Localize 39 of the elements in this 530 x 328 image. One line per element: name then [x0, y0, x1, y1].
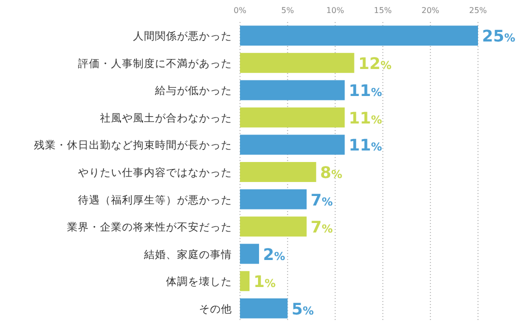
bar: [240, 298, 288, 318]
data-label: 7%: [310, 218, 333, 237]
y-tick-label: 社風や風土が合わなかった: [100, 111, 232, 124]
x-tick-label: 25%: [469, 6, 488, 15]
x-tick-label: 0%: [234, 6, 247, 15]
bar: [240, 107, 345, 128]
x-tick-label: 5%: [281, 6, 294, 15]
y-tick-label: 待遇（福利厚生等）が悪かった: [78, 193, 232, 206]
bar: [240, 162, 316, 182]
data-label: 12%: [358, 54, 392, 73]
data-label: 1%: [254, 272, 276, 292]
x-tick-label: 15%: [374, 6, 392, 15]
y-tick-label: 給与が低かった: [154, 84, 232, 98]
bar: [240, 134, 345, 155]
bar: [240, 271, 250, 292]
bar: [240, 26, 478, 46]
x-tick-label: 20%: [422, 6, 440, 15]
data-label: 8%: [320, 163, 342, 182]
bar: [240, 52, 354, 73]
y-tick-label: 残業・休日出勤など拘束時間が長かった: [34, 138, 232, 152]
bar: [240, 80, 345, 100]
y-tick-label: 人間関係が悪かった: [133, 30, 232, 43]
y-tick-label: 業界・企業の将来性が不安だった: [67, 220, 232, 234]
data-label: 11%: [348, 81, 382, 100]
y-tick-label: その他: [199, 303, 232, 316]
data-label: 2%: [263, 244, 286, 264]
y-tick-label: 結婚、家庭の事情: [143, 248, 232, 261]
bar: [240, 189, 307, 210]
y-tick-label: 評価・人事制度に不満があった: [78, 56, 232, 70]
data-label: 25%: [482, 26, 516, 46]
data-label: 7%: [310, 190, 333, 210]
bar: [240, 244, 260, 264]
bar: [240, 216, 307, 237]
data-label: 5%: [292, 299, 314, 318]
data-label: 11%: [348, 136, 382, 155]
data-label: 11%: [348, 108, 382, 128]
y-tick-label: 体調を壊した: [166, 275, 232, 288]
y-tick-label: やりたい仕事内容ではなかった: [78, 166, 232, 179]
x-tick-label: 10%: [326, 6, 344, 15]
